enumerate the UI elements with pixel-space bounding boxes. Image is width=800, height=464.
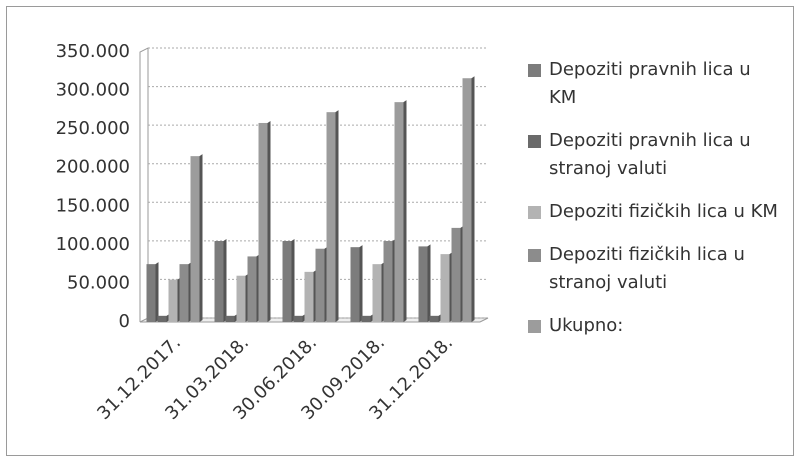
bar xyxy=(350,247,360,322)
bar xyxy=(293,315,303,322)
y-tick-label: 350.000 xyxy=(56,41,130,62)
bar-side xyxy=(267,120,271,322)
legend-item: Depoziti fizičkih lica u stranoj valuti xyxy=(528,241,778,297)
bar-side xyxy=(291,239,295,322)
legend: Depoziti pravnih lica u KM Depoziti pravn… xyxy=(528,56,778,355)
chart-frame xyxy=(6,6,794,456)
bar xyxy=(190,156,200,322)
legend-swatch xyxy=(528,206,541,219)
y-tick-label: 150.000 xyxy=(56,195,130,216)
bar xyxy=(236,275,246,322)
bar xyxy=(146,264,156,322)
bar xyxy=(282,241,292,322)
bar-side xyxy=(335,110,339,323)
legend-label: Depoziti pravnih lica u KM xyxy=(549,59,751,108)
legend-item: Depoziti pravnih lica u stranoj valuti xyxy=(528,127,778,183)
legend-item: Depoziti pravnih lica u KM xyxy=(528,56,778,112)
legend-label: Ukupno: xyxy=(549,315,624,336)
bar xyxy=(372,264,382,322)
legend-swatch xyxy=(528,249,541,262)
y-tick-label: 200.000 xyxy=(56,157,130,178)
legend-label: Depoziti fizičkih lica u stranoj valuti xyxy=(549,244,745,293)
bar xyxy=(214,241,224,322)
bar xyxy=(383,241,393,322)
bar xyxy=(440,254,450,322)
axis-wall xyxy=(139,47,149,322)
legend-swatch xyxy=(528,64,541,77)
bar xyxy=(418,246,428,322)
bar xyxy=(225,315,235,322)
bar-side xyxy=(223,239,227,322)
bar-side xyxy=(403,100,407,323)
bar xyxy=(258,122,268,322)
y-tick-label: 50.000 xyxy=(67,272,130,293)
bar-side xyxy=(427,244,431,322)
bar xyxy=(326,112,336,323)
legend-swatch xyxy=(528,320,541,333)
legend-item: Depoziti fizičkih lica u KM xyxy=(528,198,778,226)
bar xyxy=(462,78,472,322)
bar-side xyxy=(359,245,363,322)
legend-label: Depoziti fizičkih lica u KM xyxy=(549,201,778,222)
bar xyxy=(429,315,439,322)
legend-item: Ukupno: xyxy=(528,312,778,340)
bar-side xyxy=(155,262,159,322)
legend-swatch xyxy=(528,135,541,148)
bar-side xyxy=(471,76,475,322)
bar xyxy=(247,256,257,322)
bar xyxy=(361,315,371,322)
bar xyxy=(179,264,189,322)
bar-side xyxy=(199,154,203,322)
bar xyxy=(315,248,325,322)
bar xyxy=(394,102,404,323)
y-tick-label: 300.000 xyxy=(56,80,130,101)
bar xyxy=(157,315,167,322)
bar xyxy=(304,271,314,322)
y-tick-label: 250.000 xyxy=(56,118,130,139)
bar xyxy=(451,227,461,322)
bar xyxy=(168,279,178,322)
y-tick-label: 100.000 xyxy=(56,234,130,255)
legend-label: Depoziti pravnih lica u stranoj valuti xyxy=(549,130,751,179)
y-tick-label: 0 xyxy=(119,311,130,332)
